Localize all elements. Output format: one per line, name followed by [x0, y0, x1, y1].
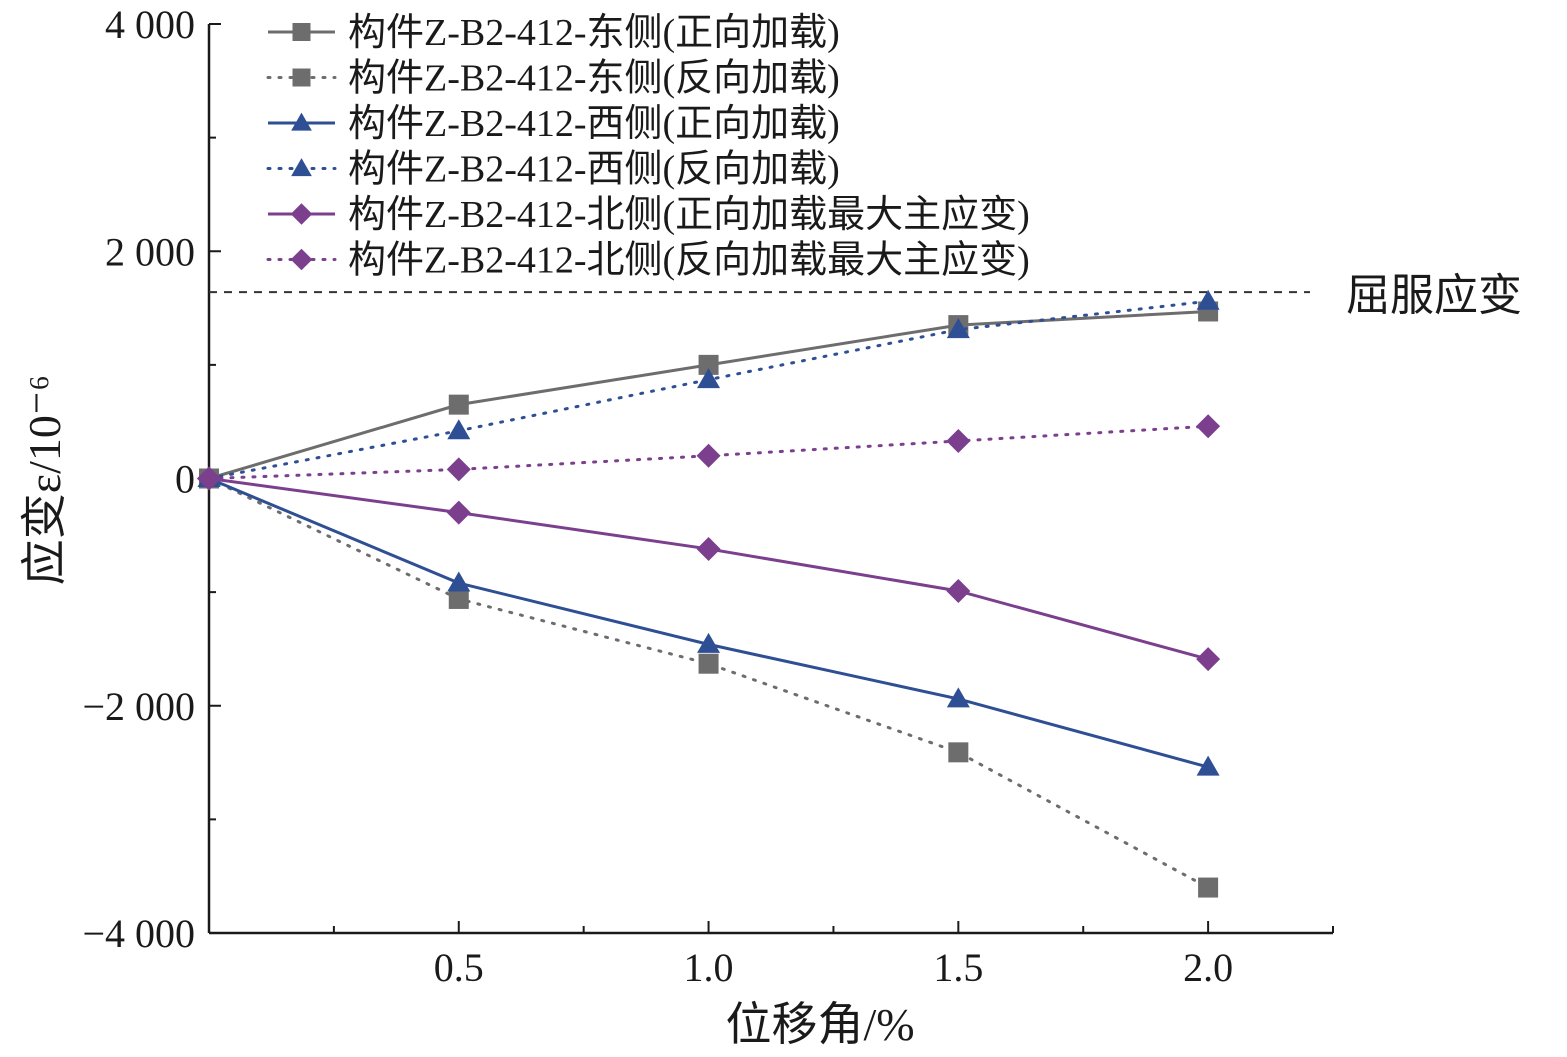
data-point — [696, 536, 721, 561]
legend-entry: 构件Z-B2-412-北侧(反向加载最大主应变) — [266, 240, 1030, 282]
legend-entry: 构件Z-B2-412-西侧(反向加载) — [266, 149, 840, 191]
axes: −4 000 −2 000 0 2 000 4 000 0.5 1.0 1.5 2.0 — [82, 2, 1334, 990]
data-point — [1198, 877, 1219, 898]
legend-marker — [290, 248, 313, 271]
data-point — [696, 443, 721, 468]
legend-entry: 构件Z-B2-412-北侧(正向加载最大主应变) — [268, 194, 1030, 236]
data-point — [946, 578, 971, 603]
data-point — [698, 653, 719, 674]
x-tick-label: 0.5 — [434, 945, 484, 990]
x-tick-label: 1.5 — [933, 945, 983, 990]
legend-marker — [291, 158, 312, 177]
legend-marker — [290, 203, 313, 225]
y-tick-label: −2 000 — [82, 684, 195, 729]
data-point — [946, 429, 971, 454]
legend-marker — [291, 112, 312, 131]
data-point — [446, 457, 471, 482]
data-point — [946, 318, 970, 339]
data-point — [948, 742, 969, 763]
data-point — [1196, 647, 1221, 672]
series-6 — [197, 414, 1221, 491]
y-tick-label: 2 000 — [105, 229, 195, 274]
legend-entry: 构件Z-B2-412-东侧(正向加载) — [268, 12, 840, 54]
data-point — [697, 632, 721, 653]
data-point — [448, 394, 469, 415]
data-point — [1196, 414, 1221, 439]
series-group — [197, 289, 1221, 898]
data-point — [447, 419, 471, 440]
series-line — [208, 477, 1209, 661]
y-tick-label: −4 000 — [82, 911, 195, 956]
data-point — [448, 588, 469, 609]
legend-entry: 构件Z-B2-412-东侧(反向加载) — [266, 58, 840, 100]
data-point — [697, 368, 721, 389]
data-point — [1196, 289, 1220, 310]
series-line — [207, 424, 1210, 480]
legend-label: 构件Z-B2-412-西侧(反向加载) — [348, 149, 840, 191]
series-4 — [197, 467, 1220, 776]
data-point — [446, 500, 471, 525]
legend-entry: 构件Z-B2-412-西侧(正向加载) — [268, 103, 840, 145]
yield-strain-reference: 屈服应变 — [209, 271, 1522, 320]
x-tick-label: 2.0 — [1183, 945, 1233, 990]
y-tick-label: 4 000 — [105, 2, 195, 47]
data-point — [1196, 755, 1220, 776]
y-axis-title: 应变ε/10⁻⁶ — [19, 375, 70, 585]
data-point — [698, 354, 719, 375]
data-point — [447, 571, 471, 592]
legend-label: 构件Z-B2-412-北侧(反向加载最大主应变) — [348, 240, 1030, 282]
yield-strain-label: 屈服应变 — [1346, 271, 1522, 320]
x-axis-title: 位移角/% — [725, 999, 914, 1050]
series-line — [208, 477, 1209, 769]
series-2 — [199, 468, 1219, 898]
legend: 构件Z-B2-412-东侧(正向加载)构件Z-B2-412-东侧(反向加载)构件… — [266, 12, 1030, 282]
legend-label: 构件Z-B2-412-西侧(正向加载) — [348, 103, 840, 145]
data-point — [946, 687, 970, 708]
x-tick-label: 1.0 — [684, 945, 734, 990]
legend-marker — [292, 68, 311, 87]
data-point — [197, 466, 221, 491]
legend-label: 构件Z-B2-412-东侧(反向加载) — [348, 58, 840, 100]
y-tick-label: 0 — [175, 457, 195, 502]
legend-label: 构件Z-B2-412-北侧(正向加载最大主应变) — [348, 194, 1030, 236]
legend-marker — [292, 23, 311, 41]
legend-label: 构件Z-B2-412-东侧(正向加载) — [348, 12, 840, 54]
